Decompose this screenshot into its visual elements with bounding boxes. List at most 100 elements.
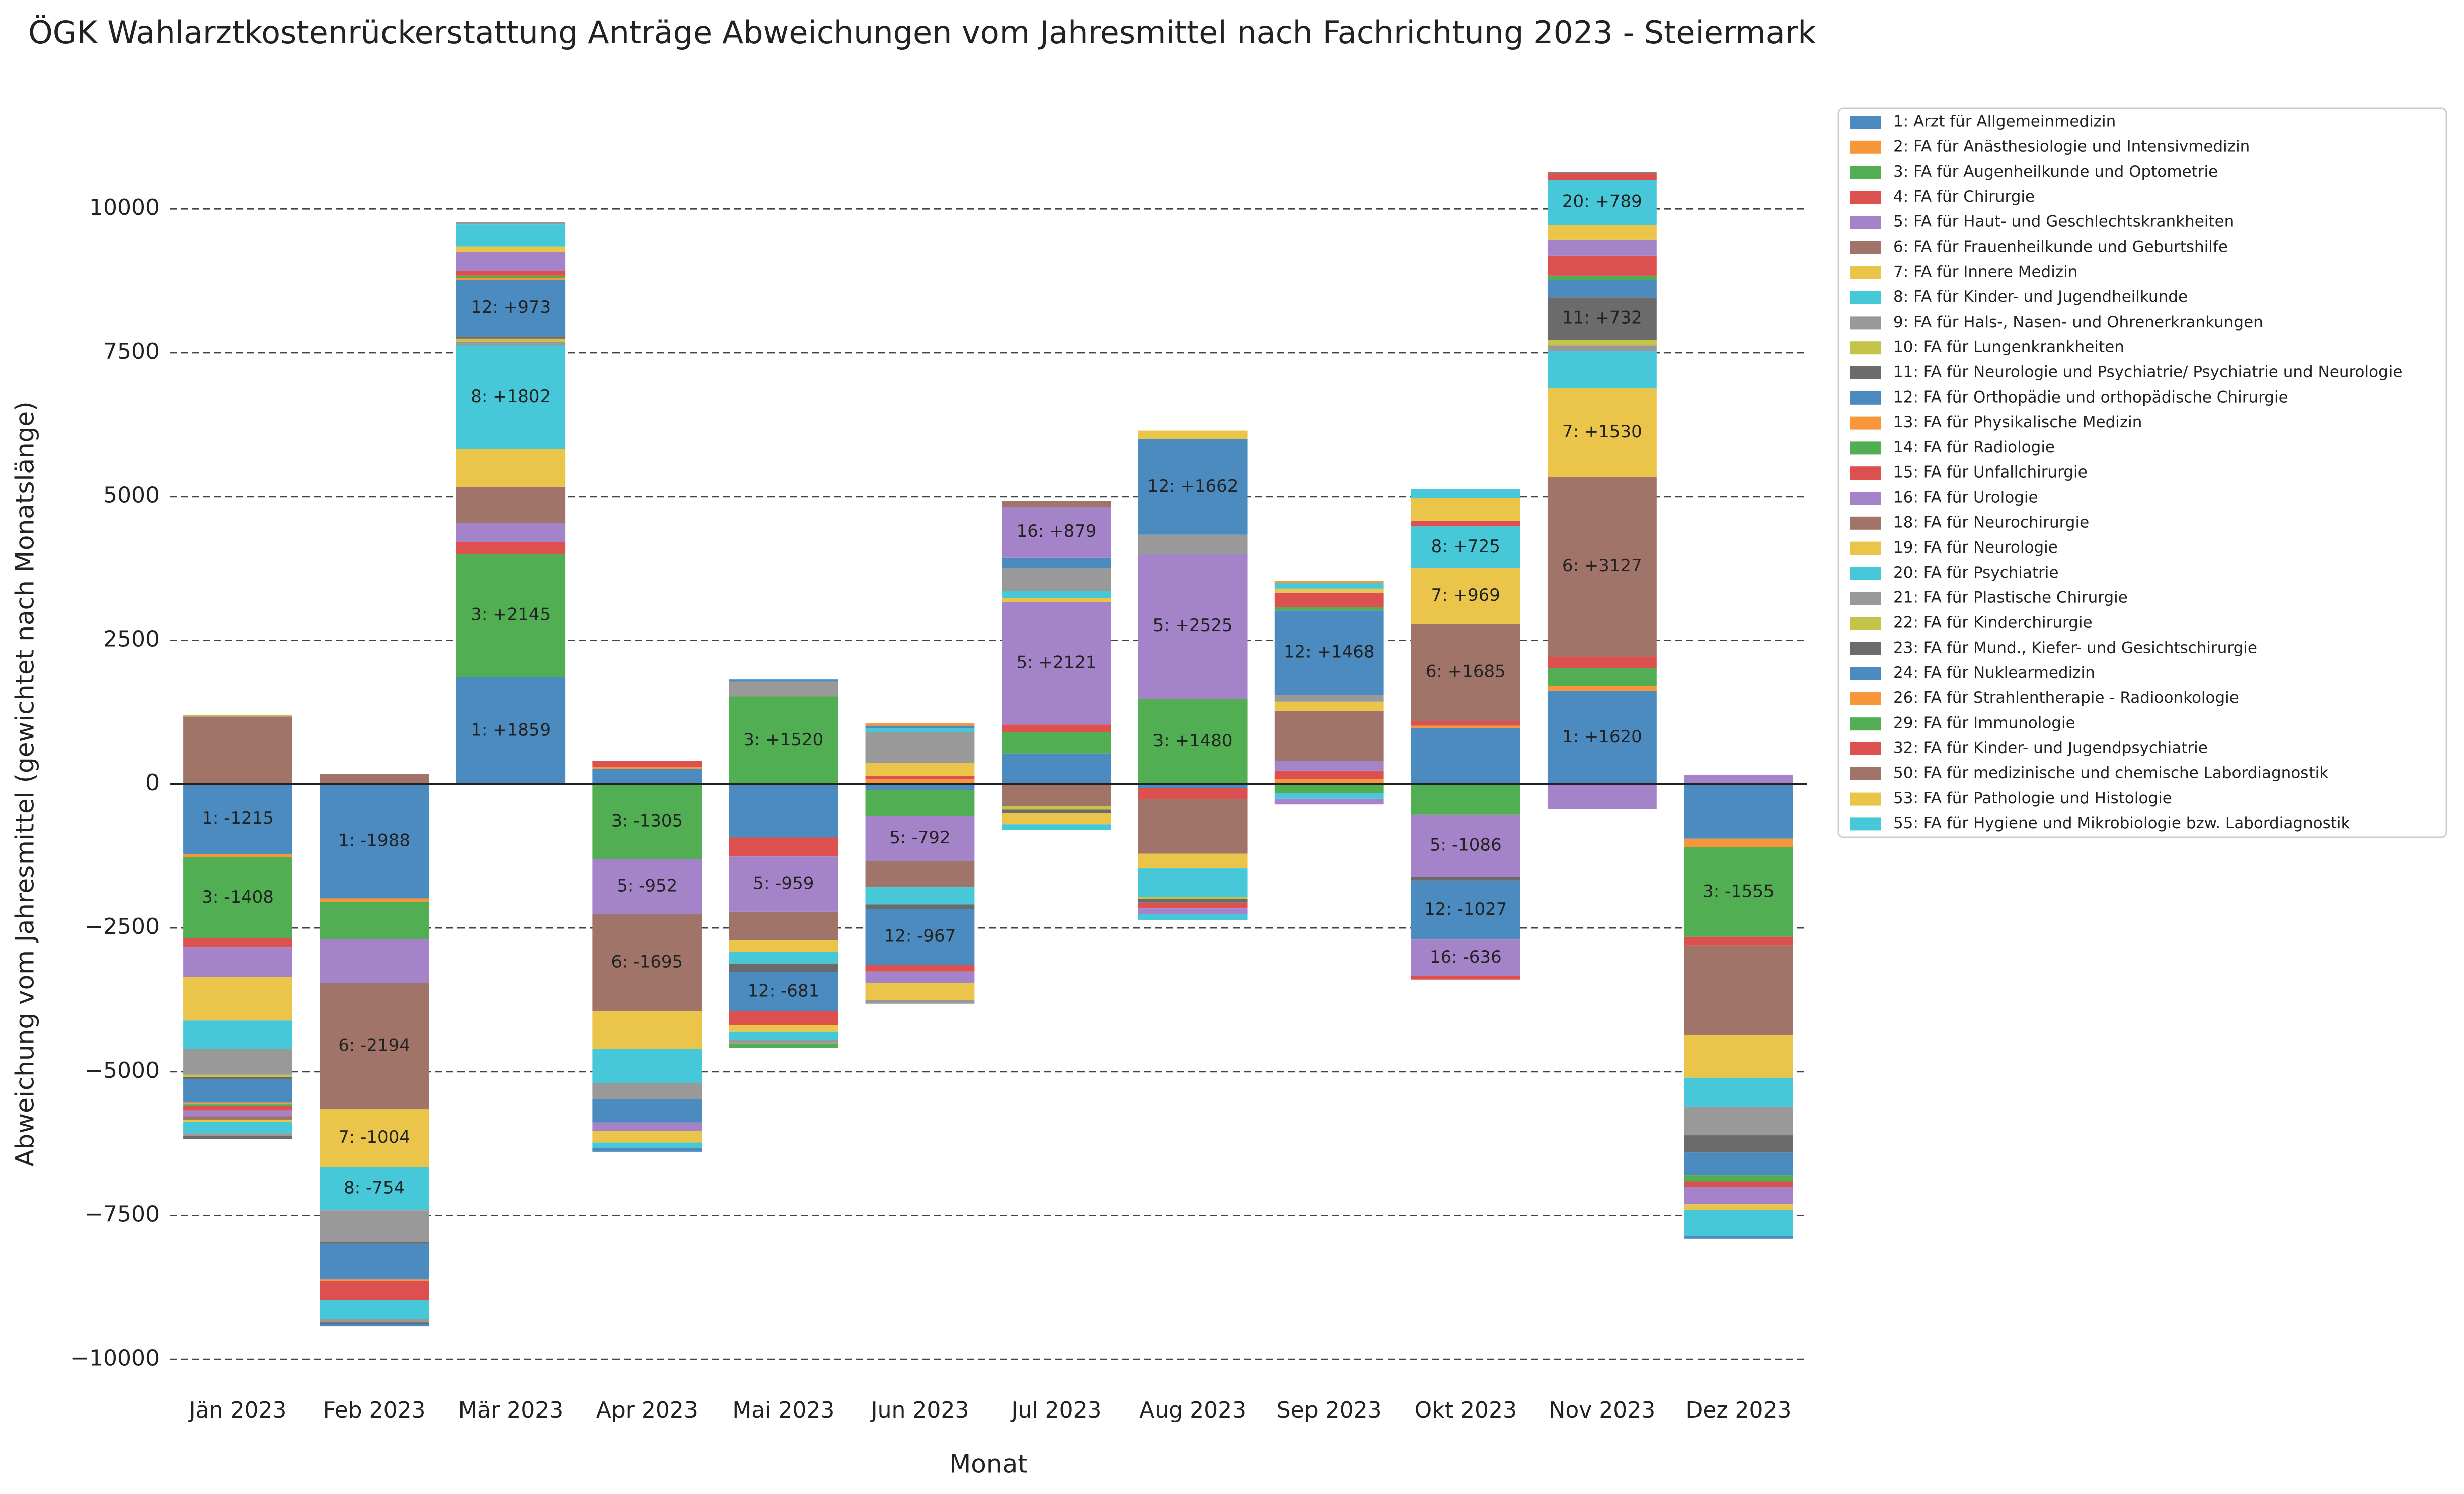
bar-segment <box>729 681 838 697</box>
bar-segment <box>592 761 702 768</box>
legend-label: 19: FA für Neurologie <box>1893 538 2058 557</box>
legend-label: 7: FA für Innere Medizin <box>1893 263 2077 281</box>
legend-swatch <box>1850 441 1881 455</box>
legend-swatch <box>1850 516 1881 530</box>
legend-label: 29: FA für Immunologie <box>1893 714 2075 732</box>
bar-segment <box>1411 976 1520 980</box>
x-tick-label: Mär 2023 <box>458 1397 563 1423</box>
bar-segment <box>1002 753 1111 784</box>
bar-segment <box>1684 1106 1793 1136</box>
bar-segment <box>1411 721 1520 726</box>
legend-label: 10: FA für Lungenkrankheiten <box>1893 338 2124 356</box>
bar-segment <box>1547 477 1657 657</box>
legend-swatch <box>1850 366 1881 379</box>
legend-swatch <box>1850 767 1881 780</box>
x-tick-label: Aug 2023 <box>1139 1397 1246 1423</box>
bar-segment <box>1002 724 1111 732</box>
bar-segment <box>1547 351 1657 389</box>
bar-segment <box>1138 799 1248 854</box>
legend-label: 11: FA für Neurologie und Psychiatrie/ P… <box>1893 363 2402 381</box>
bar-segment <box>1684 1181 1793 1187</box>
bar-segment <box>320 1279 429 1281</box>
bar-segment <box>1547 255 1657 276</box>
bar-segment <box>1274 592 1384 607</box>
bar-segment <box>729 911 838 941</box>
bar-segment <box>456 252 566 271</box>
bar-segment <box>1684 1236 1793 1239</box>
legend-swatch <box>1850 642 1881 655</box>
bar-segment <box>729 837 838 857</box>
bar-segment <box>1684 1204 1793 1210</box>
bar-segment <box>320 1210 429 1242</box>
bar-segment <box>1002 784 1111 806</box>
y-tick-label: 0 <box>145 770 160 796</box>
legend-label: 26: FA für Strahlentherapie - Radioonkol… <box>1893 689 2239 707</box>
value-label: 3: +1520 <box>743 730 823 750</box>
legend-swatch <box>1850 341 1881 355</box>
value-label: 3: +1480 <box>1153 731 1233 751</box>
bar-segment <box>1138 868 1248 897</box>
value-label: 5: +2121 <box>1017 653 1097 673</box>
value-label: 20: +789 <box>1562 192 1642 212</box>
y-tick-label: −10000 <box>70 1345 160 1371</box>
bar-segment <box>729 679 838 682</box>
x-tick-label: Dez 2023 <box>1685 1397 1791 1423</box>
value-label: 5: -1086 <box>1430 835 1502 855</box>
bar-segment <box>456 278 566 281</box>
bar-segment <box>456 486 566 523</box>
legend-label: 9: FA für Hals-, Nasen- und Ohrenerkrank… <box>1893 313 2263 331</box>
x-tick-label: Okt 2023 <box>1415 1397 1517 1423</box>
value-label: 3: -1305 <box>611 811 683 831</box>
legend-swatch <box>1850 617 1881 630</box>
legend-label: 23: FA für Mund., Kiefer- und Gesichtsch… <box>1893 639 2257 657</box>
value-label: 8: +725 <box>1431 536 1500 557</box>
legend-label: 14: FA für Radiologie <box>1893 438 2055 456</box>
value-label: 16: -636 <box>1430 947 1502 967</box>
bar-segment <box>1138 853 1248 869</box>
bar-segment <box>592 784 702 859</box>
legend-label: 2: FA für Anästhesiologie und Intensivme… <box>1893 137 2250 155</box>
bar-segment <box>1411 877 1520 881</box>
bar-segment <box>865 776 975 780</box>
legend-swatch <box>1850 266 1881 279</box>
bar-segment <box>1002 824 1111 830</box>
bar-segment <box>865 816 975 861</box>
legend-swatch <box>1850 241 1881 254</box>
value-label: 5: -952 <box>617 876 677 896</box>
value-label: 12: -967 <box>884 926 956 946</box>
y-tick-label: 5000 <box>103 483 160 508</box>
x-axis-label: Monat <box>949 1450 1028 1479</box>
y-tick-label: −5000 <box>85 1058 160 1083</box>
legend-label: 21: FA für Plastische Chirurgie <box>1893 589 2128 607</box>
x-tick-label: Jul 2023 <box>1010 1397 1102 1423</box>
bar-segment <box>1138 899 1248 903</box>
legend-swatch <box>1850 291 1881 304</box>
bar-segment <box>1138 788 1248 799</box>
bar-segment <box>183 1135 292 1139</box>
bar-segment <box>865 784 975 790</box>
bar-segment <box>1138 914 1248 920</box>
y-tick-label: 7500 <box>103 339 160 364</box>
bar-segment <box>592 769 702 784</box>
legend-swatch <box>1850 541 1881 555</box>
bar-segment <box>729 784 838 838</box>
bar-segment <box>183 714 292 717</box>
bar-segment <box>456 338 566 342</box>
legend-swatch <box>1850 140 1881 154</box>
bar-segment <box>1274 710 1384 761</box>
legend-swatch <box>1850 717 1881 731</box>
legend-swatch <box>1850 116 1881 129</box>
legend-label: 18: FA für Neurochirurgie <box>1893 513 2089 531</box>
bar-segment <box>1002 813 1111 825</box>
bar-segment <box>183 1106 292 1111</box>
legend-swatch <box>1850 466 1881 480</box>
bar-segment <box>1138 902 1248 909</box>
legend-label: 1: Arzt für Allgemeinmedizin <box>1893 113 2116 131</box>
legend-label: 13: FA für Physikalische Medizin <box>1893 413 2142 431</box>
bar-segment <box>320 1319 429 1323</box>
bar-segment <box>456 345 566 449</box>
value-label: 12: -681 <box>748 981 820 1001</box>
x-tick-label: Sep 2023 <box>1277 1397 1382 1423</box>
legend-swatch <box>1850 567 1881 580</box>
value-label: 12: +1662 <box>1147 476 1239 496</box>
